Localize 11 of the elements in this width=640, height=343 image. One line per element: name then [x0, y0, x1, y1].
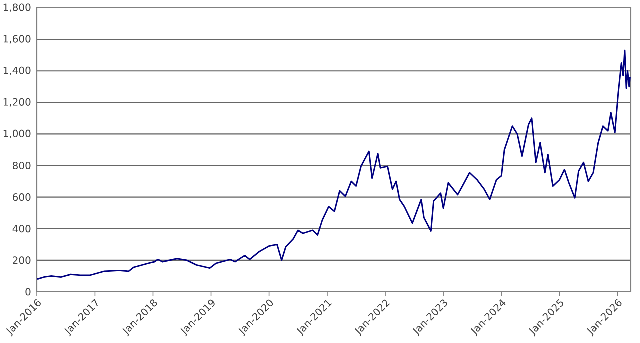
y-tick-label: 400 — [12, 225, 31, 233]
y-tick-label: 1,200 — [4, 98, 31, 107]
y-tick-label: 200 — [13, 256, 31, 264]
y-tick-label: 0 — [26, 288, 31, 296]
y-tick-label: 1,000 — [4, 130, 31, 139]
y-tick-label: 800 — [13, 162, 31, 170]
y-tick-label: 1,800 — [4, 4, 31, 12]
y-tick-label: 600 — [13, 194, 31, 202]
line-series — [37, 50, 631, 280]
y-tick-label: 1,600 — [4, 35, 31, 44]
y-tick-label: 1,400 — [4, 66, 31, 76]
